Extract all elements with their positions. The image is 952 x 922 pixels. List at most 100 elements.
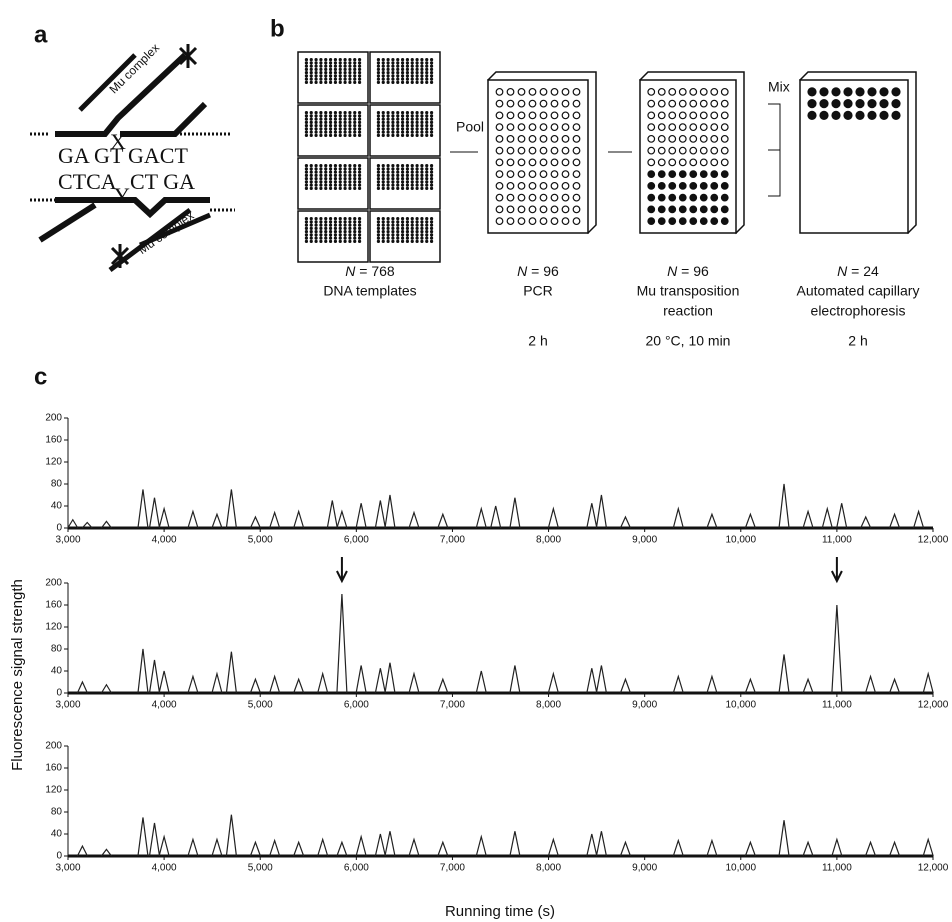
- well: [324, 239, 328, 243]
- peak: [619, 840, 632, 857]
- well: [391, 77, 395, 81]
- well: [668, 87, 677, 96]
- well: [309, 167, 313, 171]
- well: [319, 64, 323, 68]
- well: [420, 226, 424, 230]
- well: [304, 117, 309, 121]
- well: [304, 114, 309, 118]
- well: [405, 58, 410, 62]
- well: [572, 99, 581, 108]
- well: [678, 181, 687, 190]
- well: [550, 134, 559, 143]
- well: [333, 230, 338, 234]
- well: [304, 71, 309, 75]
- well: [343, 64, 347, 68]
- well: [324, 164, 328, 168]
- well: [405, 170, 410, 174]
- well: [314, 67, 318, 71]
- well: [506, 170, 515, 179]
- peak: [744, 512, 756, 529]
- well: [425, 164, 429, 168]
- well: [710, 193, 719, 202]
- well: [420, 67, 424, 71]
- well: [319, 164, 323, 168]
- peak: [293, 677, 305, 694]
- well: [689, 134, 698, 143]
- well: [396, 236, 400, 240]
- peak: [269, 510, 281, 529]
- well: [348, 58, 352, 62]
- well: [429, 120, 434, 124]
- well: [720, 123, 729, 132]
- well: [376, 167, 381, 171]
- well: [699, 181, 708, 190]
- well: [309, 230, 313, 234]
- well: [699, 146, 708, 155]
- plate: [297, 210, 369, 263]
- well: [720, 146, 729, 155]
- well: [324, 67, 328, 71]
- well: [429, 67, 434, 71]
- well: [550, 193, 559, 202]
- well: [420, 77, 424, 81]
- well: [891, 99, 901, 109]
- well: [657, 217, 666, 226]
- connectors: [450, 103, 781, 197]
- well: [314, 77, 318, 81]
- well: [405, 117, 410, 121]
- y-tick-label: 80: [51, 479, 63, 490]
- well: [405, 133, 410, 137]
- well: [386, 80, 390, 84]
- well: [425, 180, 429, 184]
- well: [348, 223, 352, 227]
- well: [338, 236, 342, 240]
- well: [314, 177, 318, 181]
- x-axis-label: Running time (s): [445, 903, 555, 920]
- well: [405, 111, 410, 115]
- well: [348, 177, 352, 181]
- well: [343, 67, 347, 71]
- well: [333, 61, 338, 65]
- connector-label: Mix: [768, 79, 790, 95]
- sequence: GACT: [128, 143, 188, 168]
- well: [319, 220, 323, 224]
- well: [561, 158, 570, 167]
- x-tick-label: 9,000: [632, 535, 657, 546]
- peak: [355, 665, 367, 694]
- well: [400, 217, 405, 221]
- step-time: 2 h: [528, 333, 547, 349]
- well: [309, 58, 313, 62]
- well: [343, 114, 347, 118]
- well: [867, 99, 877, 109]
- peak: [336, 509, 348, 529]
- well: [400, 239, 405, 243]
- well: [324, 177, 328, 181]
- well: [343, 74, 347, 78]
- well: [405, 183, 410, 187]
- well: [550, 87, 559, 96]
- peak: [821, 506, 833, 529]
- well: [381, 236, 385, 240]
- well: [396, 170, 400, 174]
- well: [391, 186, 395, 190]
- well: [391, 223, 395, 227]
- well: [343, 183, 347, 187]
- well: [309, 124, 313, 128]
- well: [343, 133, 347, 137]
- well: [386, 177, 390, 181]
- well: [410, 67, 414, 71]
- well: [391, 80, 395, 84]
- well: [678, 134, 687, 143]
- well: [396, 180, 400, 184]
- well: [376, 223, 381, 227]
- well: [381, 117, 385, 121]
- well: [517, 87, 526, 96]
- well: [319, 71, 323, 75]
- well: [678, 99, 687, 108]
- well: [328, 117, 333, 121]
- well: [415, 217, 419, 221]
- well: [506, 87, 515, 96]
- well: [328, 120, 333, 124]
- well: [668, 158, 677, 167]
- well: [561, 217, 570, 226]
